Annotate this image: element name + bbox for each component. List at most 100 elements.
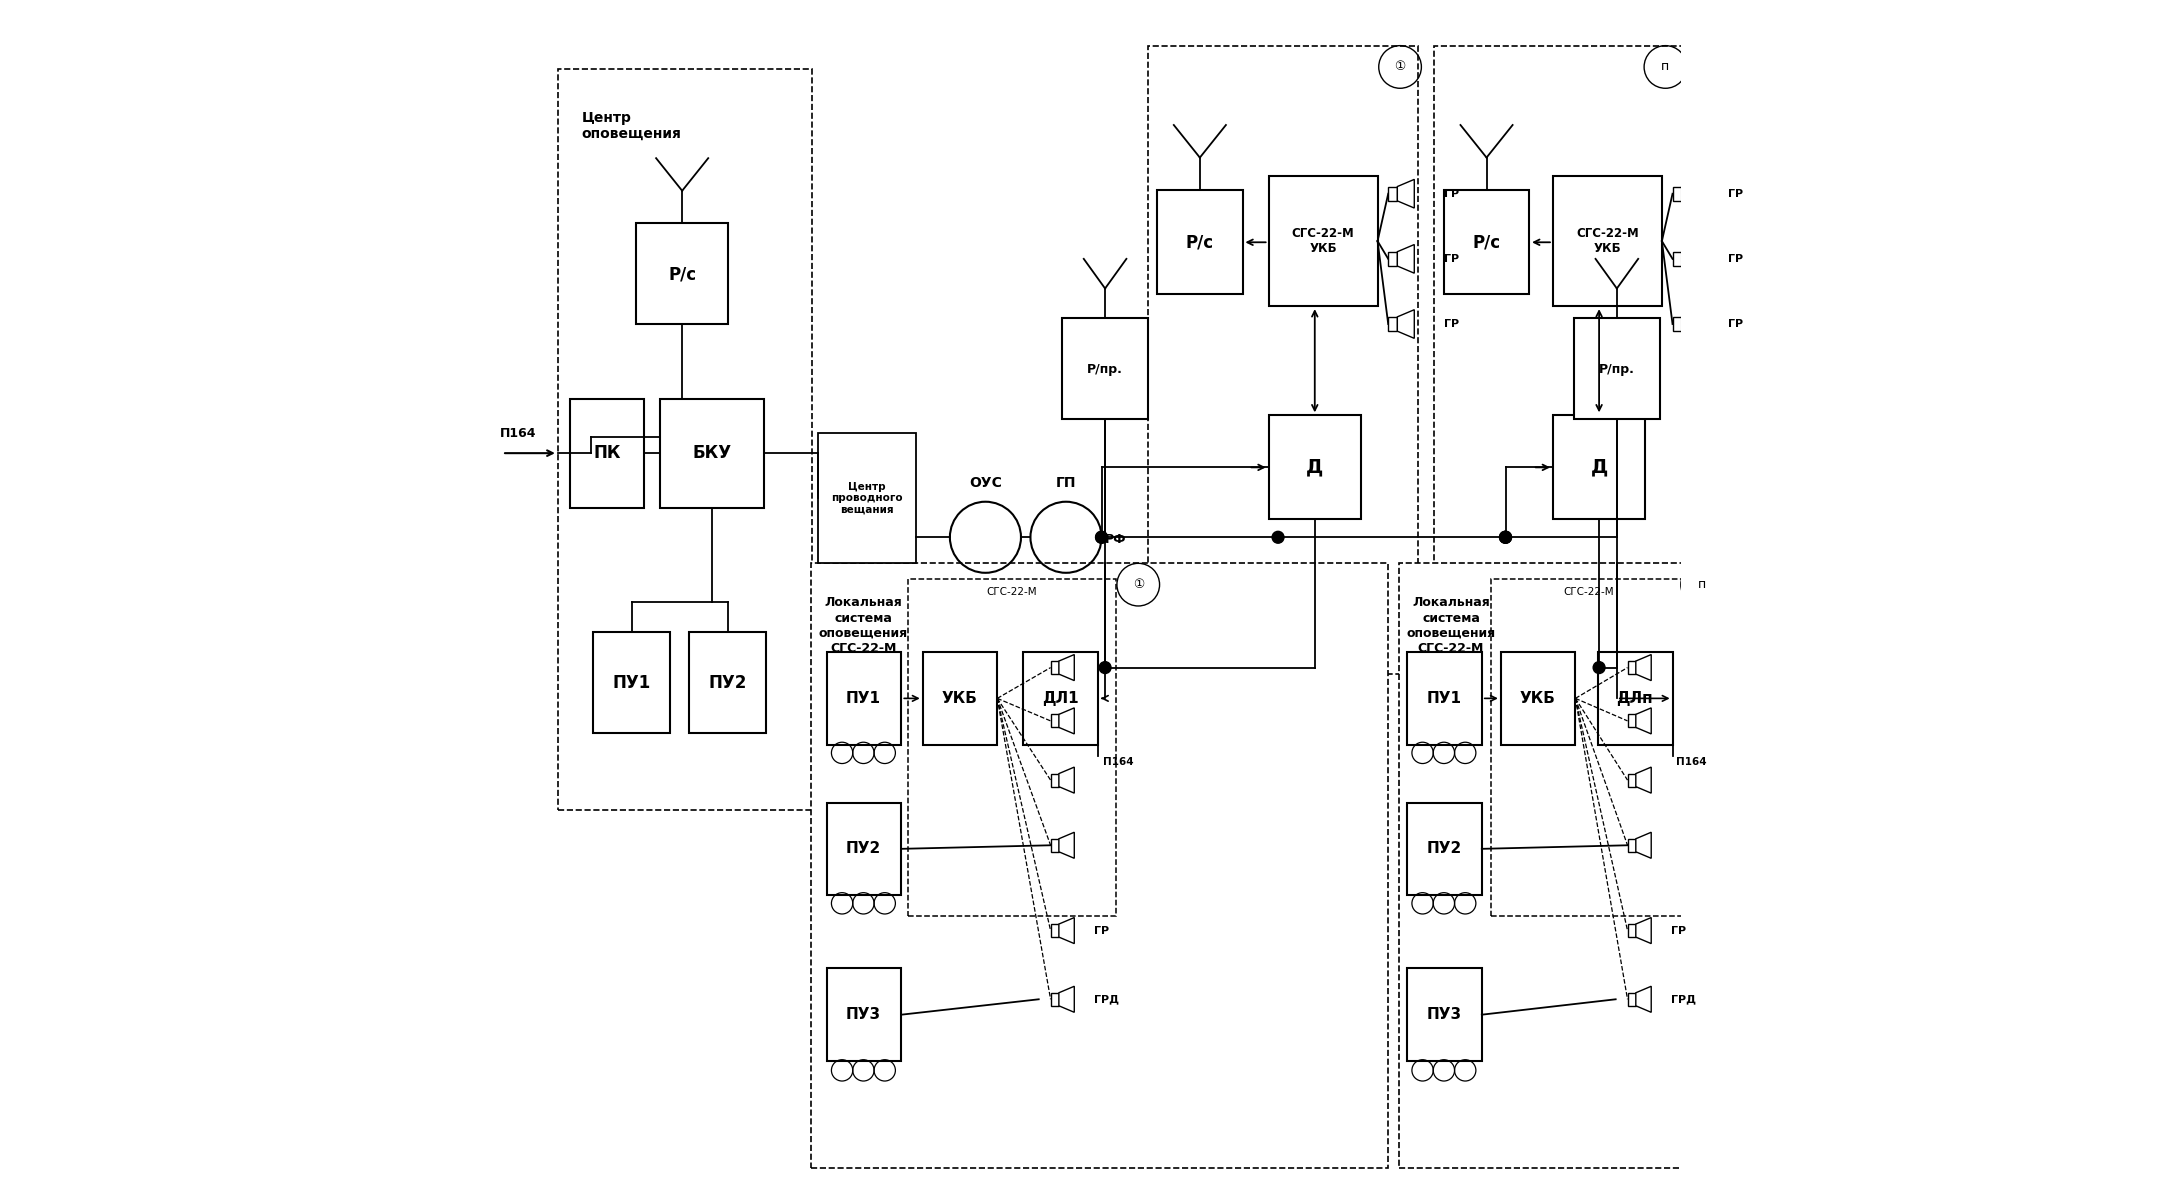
Text: ГП: ГП	[1056, 476, 1075, 490]
Text: Центр
проводного
вещания: Центр проводного вещания	[832, 482, 903, 514]
Polygon shape	[1398, 310, 1415, 339]
Circle shape	[1594, 662, 1604, 674]
Bar	[827, 653, 901, 744]
Bar	[1269, 175, 1378, 307]
Text: ①: ①	[1395, 61, 1406, 74]
Polygon shape	[1058, 987, 1073, 1013]
Text: ПУ1: ПУ1	[847, 691, 882, 706]
Bar	[1672, 252, 1681, 266]
Polygon shape	[1681, 310, 1698, 339]
Circle shape	[1095, 531, 1108, 543]
Circle shape	[1500, 531, 1511, 543]
Polygon shape	[1635, 917, 1650, 944]
Text: ГРД: ГРД	[1672, 994, 1696, 1005]
Bar	[1051, 839, 1058, 852]
Polygon shape	[1681, 179, 1698, 208]
Circle shape	[1099, 662, 1110, 674]
Bar	[1491, 579, 1687, 916]
Polygon shape	[1058, 707, 1073, 734]
Circle shape	[1500, 531, 1511, 543]
Bar	[1389, 252, 1398, 266]
Polygon shape	[1635, 767, 1650, 793]
Bar	[557, 69, 812, 810]
Bar	[1500, 653, 1576, 744]
Bar	[827, 803, 901, 895]
Bar	[1400, 563, 1920, 1168]
Polygon shape	[1635, 707, 1650, 734]
Bar	[690, 632, 766, 733]
Bar	[1147, 45, 1417, 674]
Text: ГР: ГР	[1672, 926, 1687, 935]
Text: ПУ1: ПУ1	[1426, 691, 1461, 706]
Bar	[1023, 653, 1097, 744]
Text: Д: Д	[1306, 458, 1324, 477]
Bar	[1051, 993, 1058, 1006]
Text: ДЛп: ДЛп	[1615, 691, 1652, 706]
Text: СГС-22-М
УКБ: СГС-22-М УКБ	[1576, 227, 1639, 255]
Text: П164: П164	[1104, 758, 1134, 767]
Polygon shape	[1058, 833, 1073, 858]
Polygon shape	[1398, 245, 1415, 273]
Bar	[1574, 319, 1659, 419]
Circle shape	[1271, 531, 1284, 543]
Text: ГР: ГР	[1729, 319, 1744, 329]
Text: ГРД: ГРД	[1095, 994, 1119, 1005]
Text: Локальная
система
оповещения
СГС-22-М: Локальная система оповещения СГС-22-М	[1406, 596, 1496, 655]
Text: ГР: ГР	[1729, 188, 1744, 199]
Text: ГР: ГР	[1443, 188, 1459, 199]
Bar	[812, 563, 1389, 1168]
Polygon shape	[1058, 767, 1073, 793]
Bar	[1672, 317, 1681, 332]
Text: Центр
оповещения: Центр оповещения	[581, 111, 681, 141]
Text: ОУС: ОУС	[969, 476, 1001, 490]
Bar	[1406, 803, 1483, 895]
Text: Р/пр.: Р/пр.	[1086, 363, 1123, 376]
Bar	[1051, 715, 1058, 728]
Text: Р/пр.: Р/пр.	[1598, 363, 1635, 376]
Polygon shape	[1635, 987, 1650, 1013]
Text: п: п	[1661, 61, 1670, 74]
Bar	[1628, 773, 1635, 786]
Bar	[1435, 45, 1683, 674]
Text: УКБ: УКБ	[940, 691, 977, 706]
Text: ①: ①	[1132, 579, 1143, 592]
Bar	[1051, 925, 1058, 937]
Text: ПК: ПК	[592, 444, 620, 462]
Text: ПУ3: ПУ3	[1426, 1007, 1461, 1022]
Bar	[1552, 175, 1661, 307]
Text: Р/с: Р/с	[1472, 234, 1500, 252]
Text: УКБ: УКБ	[1520, 691, 1554, 706]
Text: Локальная
система
оповещения
СГС-22-М: Локальная система оповещения СГС-22-М	[819, 596, 908, 655]
Text: ПУ3: ПУ3	[847, 1007, 882, 1022]
Circle shape	[1095, 531, 1108, 543]
Text: П164: П164	[1676, 758, 1707, 767]
Bar	[1628, 715, 1635, 728]
Bar	[1443, 190, 1528, 295]
Text: СГС-22-М: СГС-22-М	[986, 587, 1036, 596]
Bar	[1628, 839, 1635, 852]
Polygon shape	[1058, 917, 1073, 944]
Text: ГР: ГР	[1443, 254, 1459, 264]
Text: п: п	[1698, 579, 1707, 592]
Text: РФ: РФ	[1106, 533, 1126, 546]
Text: Р/с: Р/с	[1186, 234, 1215, 252]
Text: ГР: ГР	[1443, 319, 1459, 329]
Bar	[908, 579, 1117, 916]
Text: СГС-22-М
УКБ: СГС-22-М УКБ	[1291, 227, 1354, 255]
Text: БКУ: БКУ	[692, 444, 731, 462]
Bar	[1062, 319, 1147, 419]
Bar	[923, 653, 997, 744]
Bar	[1389, 317, 1398, 332]
Bar	[1406, 653, 1483, 744]
Circle shape	[1500, 531, 1511, 543]
Bar	[1158, 190, 1243, 295]
Polygon shape	[1398, 179, 1415, 208]
Bar	[594, 632, 671, 733]
Bar	[1628, 993, 1635, 1006]
Bar	[636, 223, 729, 324]
Bar	[1389, 186, 1398, 200]
Bar	[827, 969, 901, 1061]
Text: ГР: ГР	[1729, 254, 1744, 264]
Text: ПУ2: ПУ2	[708, 674, 747, 692]
Bar	[1051, 773, 1058, 786]
